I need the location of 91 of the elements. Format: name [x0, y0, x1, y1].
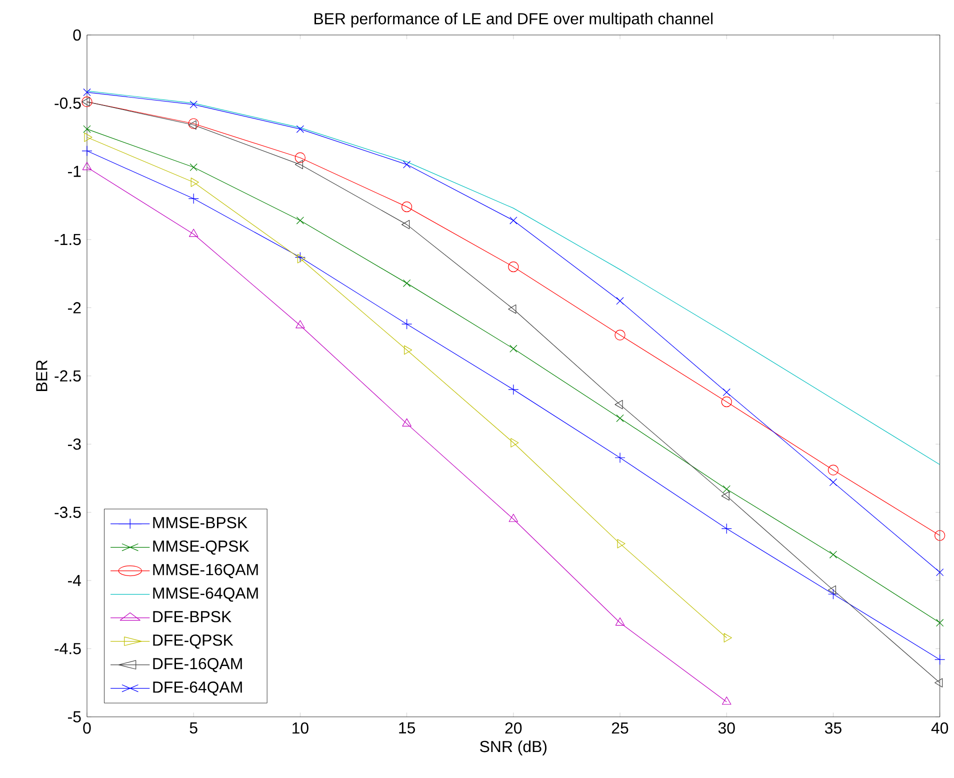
point	[84, 132, 92, 142]
y-tick-label: -4.5	[54, 643, 81, 654]
y-tick-label: 0	[73, 29, 81, 41]
y-tick-label: -2	[68, 302, 81, 314]
x-tick-label: 0	[83, 722, 91, 734]
point	[615, 618, 625, 626]
x-tick-label: 20	[505, 722, 522, 734]
point	[82, 146, 92, 156]
y-tick-label: -3.5	[54, 506, 81, 518]
line-series	[86, 90, 940, 465]
point	[829, 478, 838, 486]
point	[82, 162, 92, 170]
point	[83, 88, 91, 96]
legend-label: MMSE-16QAM	[153, 564, 258, 578]
point	[829, 550, 838, 558]
x-tick-label: 40	[931, 722, 948, 734]
point	[936, 619, 944, 627]
point	[934, 530, 946, 541]
point	[402, 318, 412, 330]
x-tick-label: 15	[399, 722, 415, 734]
y-tick-label: -1	[68, 166, 81, 177]
point	[82, 96, 92, 108]
point	[294, 252, 306, 263]
point	[190, 178, 199, 187]
point	[188, 228, 198, 237]
point	[294, 160, 303, 170]
point	[721, 523, 732, 534]
x-tick-label: 25	[612, 722, 628, 734]
legend-label: MMSE-QPSK	[153, 540, 250, 555]
point	[83, 125, 91, 133]
point	[402, 418, 412, 427]
point	[617, 539, 626, 548]
point	[721, 396, 732, 408]
point	[190, 164, 198, 172]
x-tick-label: 30	[718, 722, 735, 734]
x-axis-title: SNR (dB)	[480, 740, 546, 756]
point	[614, 400, 623, 410]
point	[508, 514, 518, 522]
legend-label: DFE-64QAM	[153, 682, 242, 696]
point	[508, 262, 519, 272]
chart-title: BER performance of LE and DFE over multipath channel	[314, 12, 712, 28]
point	[510, 216, 518, 224]
legend-label: DFE-16QAM	[153, 658, 242, 672]
point	[616, 414, 624, 422]
point	[722, 696, 732, 705]
point	[188, 118, 199, 129]
y-tick-label: -3	[68, 438, 81, 450]
point	[82, 97, 90, 107]
point	[828, 588, 839, 600]
x-tick-label: 35	[824, 722, 842, 734]
point	[297, 254, 306, 264]
x-tick-label: 5	[190, 722, 198, 734]
point	[614, 452, 626, 464]
y-axis-title: BER	[36, 360, 48, 392]
point	[508, 304, 516, 314]
point	[404, 345, 412, 355]
point	[936, 568, 944, 576]
legend-label: DFE-BPSK	[153, 611, 232, 622]
point	[510, 438, 519, 448]
point	[510, 344, 518, 353]
point	[828, 585, 836, 595]
point	[294, 152, 306, 164]
point	[402, 220, 410, 230]
y-tick-label: -0.5	[54, 98, 81, 109]
legend-label: MMSE-BPSK	[153, 517, 248, 528]
legend-label: MMSE-64QAM	[153, 588, 258, 602]
point	[402, 202, 412, 212]
y-tick-label: -5	[68, 711, 81, 722]
point	[721, 491, 730, 501]
y-tick-label: -1.5	[54, 234, 81, 246]
point	[190, 100, 198, 108]
point	[934, 654, 946, 665]
point	[296, 320, 305, 328]
point	[828, 464, 839, 476]
point	[188, 120, 196, 130]
point	[724, 633, 732, 642]
point	[296, 216, 304, 224]
point	[296, 125, 304, 133]
point	[614, 330, 626, 340]
point	[722, 485, 730, 494]
point	[934, 678, 943, 688]
x-tick-label: 10	[292, 722, 308, 734]
point	[722, 388, 730, 396]
point	[616, 297, 624, 305]
y-tick-label: -4	[68, 575, 81, 586]
point	[402, 279, 411, 288]
point	[402, 160, 411, 168]
point	[508, 384, 519, 395]
legend-label: DFE-QPSK	[153, 634, 234, 649]
point	[188, 193, 199, 204]
y-tick-label: -2.5	[54, 370, 81, 382]
